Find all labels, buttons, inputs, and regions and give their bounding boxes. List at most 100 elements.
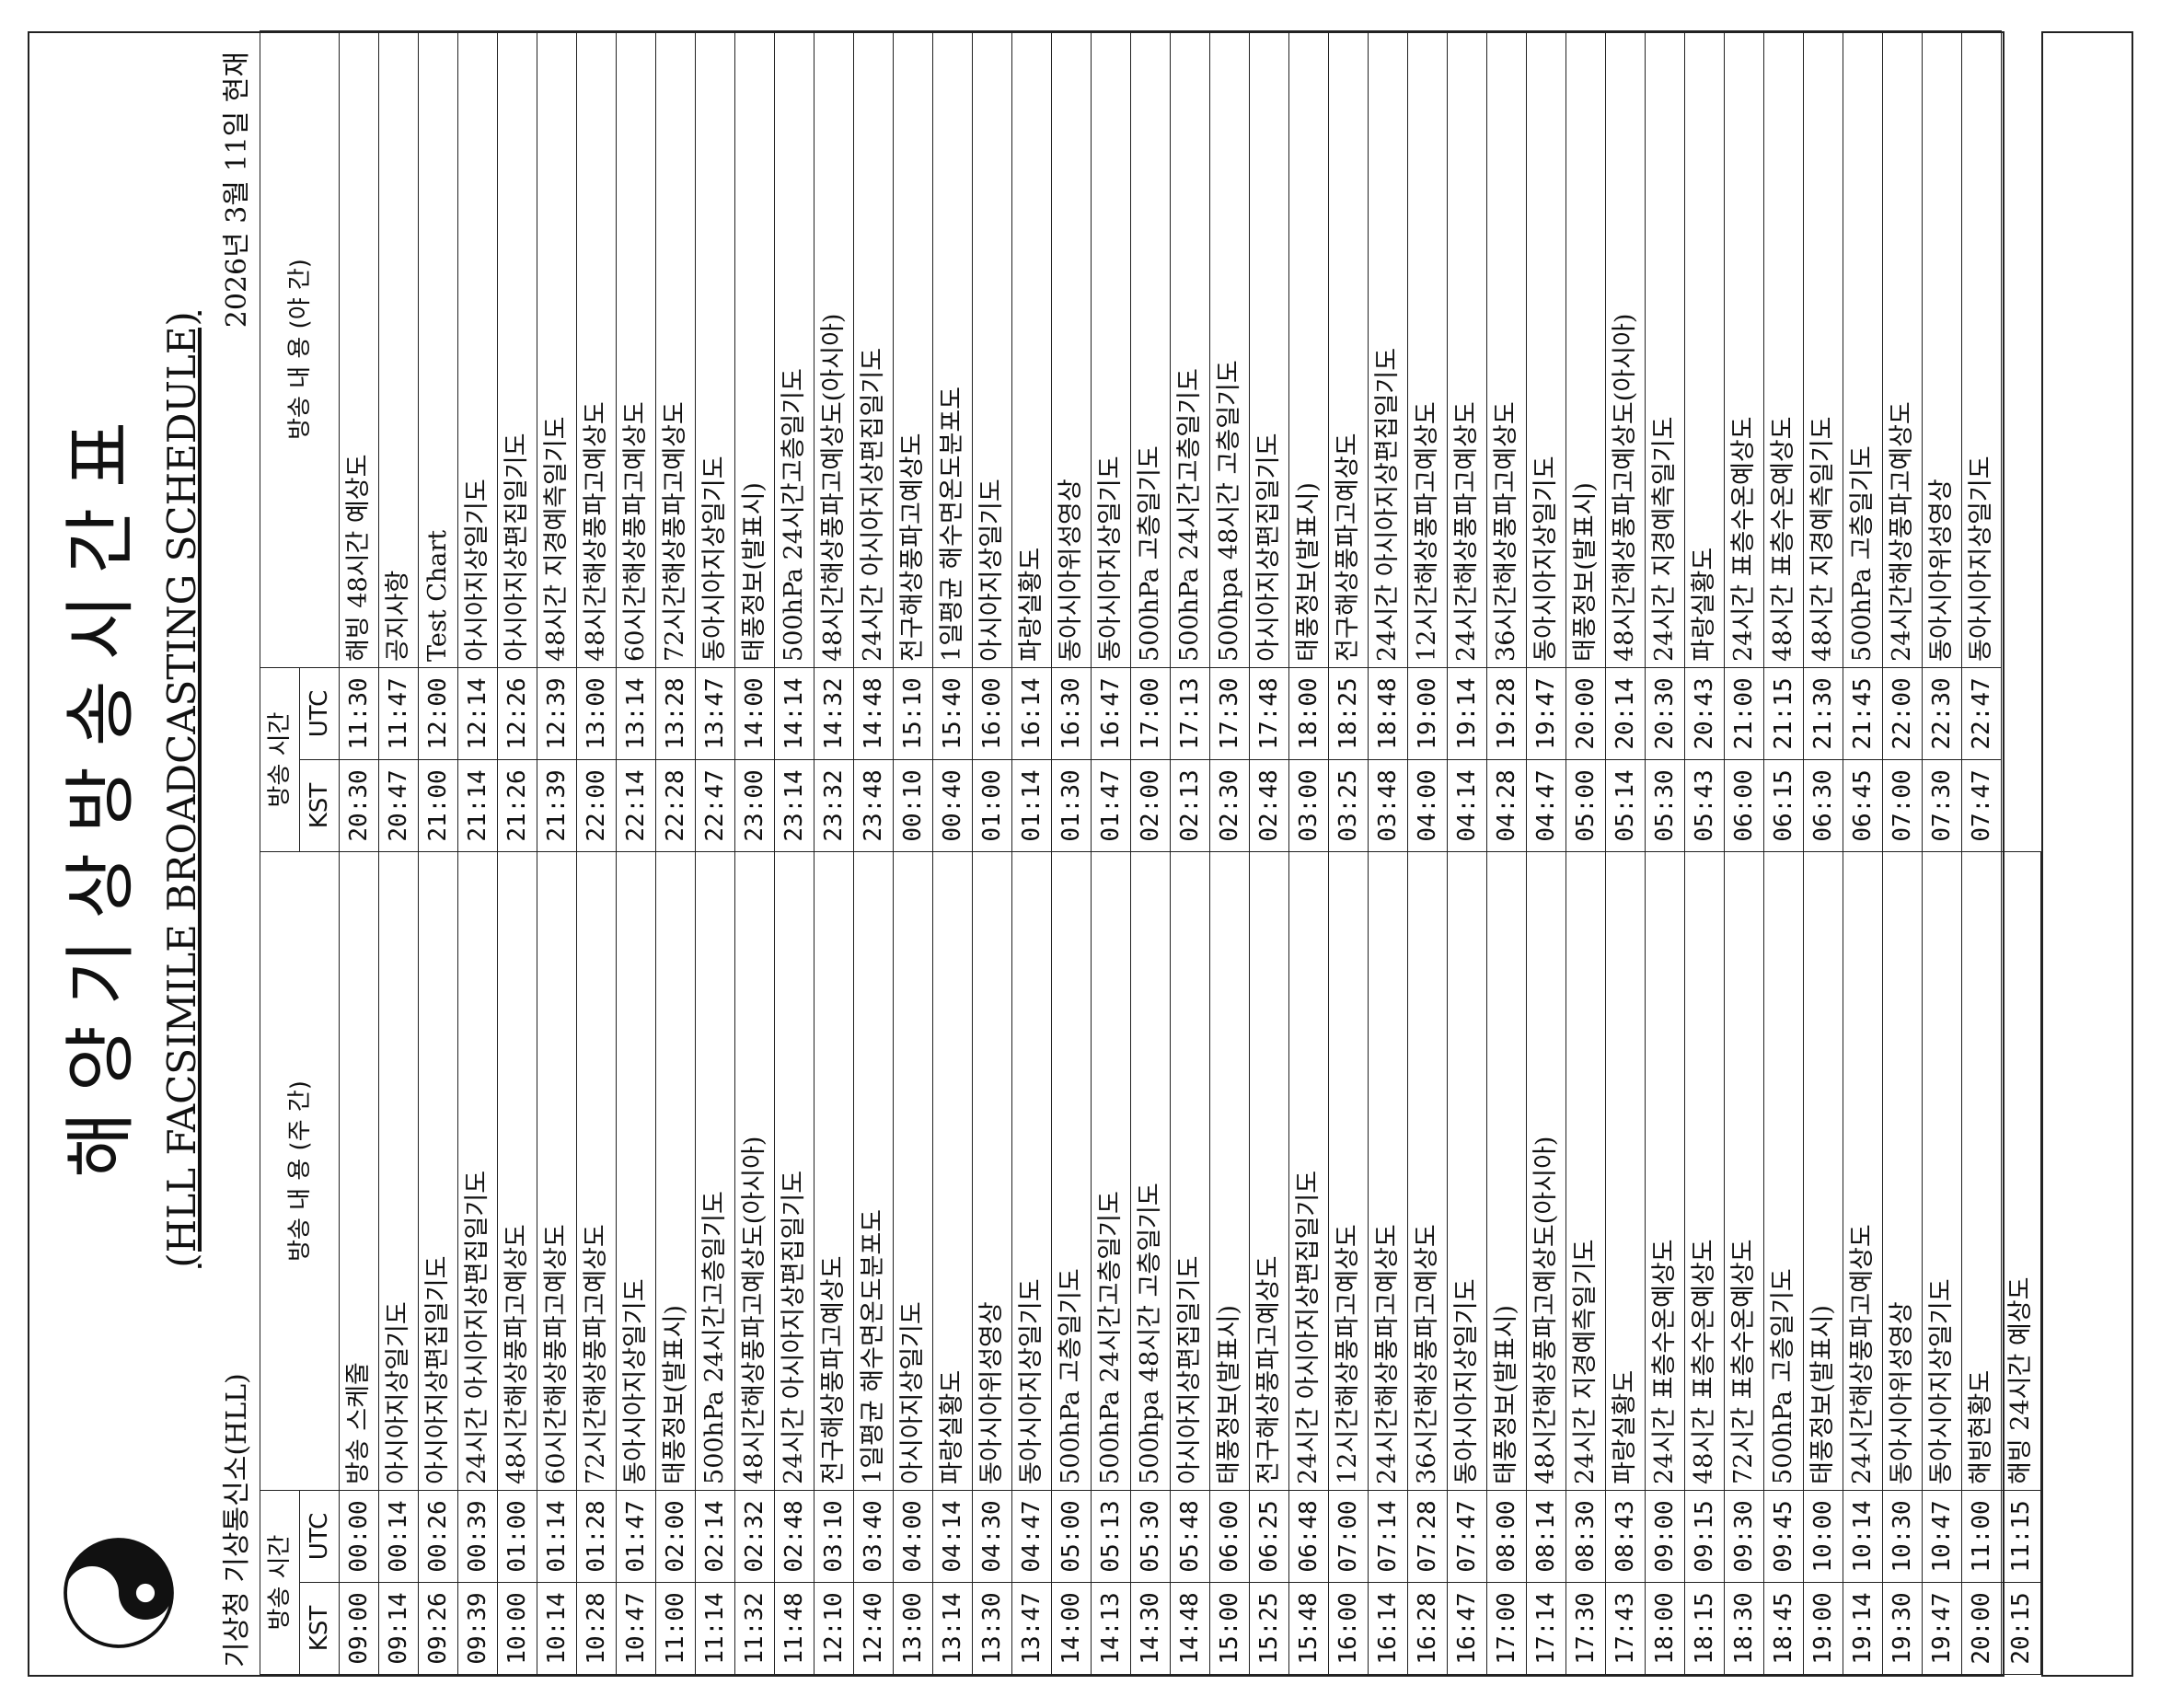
day-kst-cell: 10:28	[576, 1582, 617, 1675]
day-utc-cell: 04:00	[893, 1490, 933, 1583]
day-utc-cell: 02:14	[695, 1490, 735, 1583]
day-kst-cell: 17:14	[1526, 1582, 1566, 1675]
page-title-korean: 해양기상방송시간표	[60, 401, 143, 1178]
night-content-cell: 동아시아지상일기도	[1091, 30, 1131, 668]
day-content-cell: 24시간 아시아지상편집일기도	[457, 851, 498, 1491]
day-utc-cell: 10:47	[1922, 1490, 1962, 1583]
day-table-row: 20:15 11:15 해빙 24시간 예상도	[2001, 851, 2041, 1675]
day-table-row: 15:25 06:25 전구해상풍파고예상도	[1249, 851, 1289, 1675]
night-content-cell: 태풍정보(발표시)	[1288, 30, 1329, 668]
night-utc-cell: 13:28	[655, 667, 696, 760]
night-kst-cell: 03:25	[1328, 759, 1369, 852]
day-content-cell: 전구해상풍파고예상도	[1249, 851, 1289, 1491]
day-utc-cell: 03:40	[853, 1490, 894, 1583]
night-kst-cell: 22:00	[576, 759, 617, 852]
day-content-cell: 동아시아위성영상	[1882, 851, 1923, 1491]
day-utc-cell: 05:48	[1170, 1490, 1210, 1583]
night-content-cell: 500hPa 24시간고층일기도	[1170, 30, 1210, 668]
night-kst-cell: 00:10	[893, 759, 933, 852]
day-table-row: 09:00 00:00 방송 스케줄	[339, 851, 379, 1675]
day-content-cell: 48시간해상풍파고예상도(아시아)	[1526, 851, 1566, 1491]
night-content-cell: 태풍정보(발표시)	[1565, 30, 1606, 668]
day-content-cell: 전구해상풍파고예상도	[814, 851, 854, 1491]
night-utc-cell: 11:30	[339, 667, 379, 760]
night-utc-cell: 12:26	[497, 667, 537, 760]
day-table-row: 10:14 01:14 60시간해상풍파고예상도	[537, 851, 577, 1675]
day-kst-cell: 10:14	[537, 1582, 577, 1675]
night-kst-cell: 03:48	[1368, 759, 1408, 852]
night-kst-cell: 23:14	[774, 759, 814, 852]
night-utc-cell: 16:00	[972, 667, 1012, 760]
night-table-row: 20:47 11:47 공지사항	[378, 30, 419, 852]
day-kst-cell: 16:00	[1328, 1582, 1369, 1675]
night-kst-cell: 06:15	[1763, 759, 1804, 852]
night-utc-cell: 12:00	[418, 667, 458, 760]
night-table-row: 23:00 14:00 태풍정보(발표시)	[734, 30, 775, 852]
night-table-row: 06:45 21:45 500hPa 고층일기도	[1843, 30, 1883, 852]
night-kst-cell: 06:00	[1724, 759, 1764, 852]
night-content-cell: 전구해상풍파고예상도	[893, 30, 933, 668]
night-kst-cell: 02:13	[1170, 759, 1210, 852]
day-content-cell: 72시간해상풍파고예상도	[576, 851, 617, 1491]
day-kst-cell: 14:00	[1051, 1582, 1092, 1675]
day-utc-cell: 02:48	[774, 1490, 814, 1583]
day-table-row: 17:00 08:00 태풍정보(발표시)	[1486, 851, 1527, 1675]
day-utc-cell: 00:26	[418, 1490, 458, 1583]
night-utc-cell: 16:47	[1091, 667, 1131, 760]
night-table-row: 03:25 18:25 전구해상풍파고예상도	[1328, 30, 1369, 852]
night-utc-cell: 17:00	[1130, 667, 1171, 760]
day-time-header: 방송 시간	[260, 1490, 300, 1675]
day-table-row: 15:48 06:48 24시간 아시아지상편집일기도	[1288, 851, 1329, 1675]
night-content-cell: 아시아지상편집일기도	[497, 30, 537, 668]
day-content-cell: 500hPa 24시간고층일기도	[695, 851, 735, 1491]
day-content-cell: 500hpa 48시간 고층일기도	[1130, 851, 1171, 1491]
night-content-cell: 24시간 지경예측일기도	[1645, 30, 1685, 668]
night-utc-cell: 14:32	[814, 667, 854, 760]
day-kst-cell: 12:10	[814, 1582, 854, 1675]
night-table-row: 04:47 19:47 동아시아지상일기도	[1526, 30, 1566, 852]
night-kst-cell: 02:30	[1209, 759, 1250, 852]
night-utc-cell: 19:14	[1447, 667, 1487, 760]
night-content-cell: 48시간 표층수온예상도	[1763, 30, 1804, 668]
day-kst-cell: 12:40	[853, 1582, 894, 1675]
day-content-cell: 해빙현황도	[1961, 851, 2002, 1491]
day-content-cell: 동아시아지상일기도	[1011, 851, 1052, 1491]
night-utc-cell: 21:30	[1803, 667, 1843, 760]
day-kst-cell: 13:47	[1011, 1582, 1052, 1675]
night-content-cell: 태풍정보(발표시)	[734, 30, 775, 668]
night-utc-cell: 18:48	[1368, 667, 1408, 760]
day-schedule-table: 방송 시간 방송 내 용 (주 간) KST UTC 09:00 00:00 방송 …	[260, 851, 2041, 1675]
night-kst-cell: 01:14	[1011, 759, 1052, 852]
day-table-row: 16:28 07:28 36시간해상풍파고예상도	[1407, 851, 1448, 1675]
day-utc-cell: 10:30	[1882, 1490, 1923, 1583]
night-utc-cell: 21:45	[1843, 667, 1883, 760]
night-table-row: 06:15 21:15 48시간 표층수온예상도	[1763, 30, 1804, 852]
day-utc-cell: 09:30	[1724, 1490, 1764, 1583]
day-utc-cell: 11:00	[1961, 1490, 2002, 1583]
night-kst-cell: 21:14	[457, 759, 498, 852]
kma-logo-icon	[64, 1538, 174, 1648]
as-of-date: 2026년 3월 11일 현재	[221, 52, 253, 329]
day-table-row: 09:26 00:26 아시아지상편집일기도	[418, 851, 458, 1675]
day-utc-cell: 07:47	[1447, 1490, 1487, 1583]
day-kst-cell: 09:00	[339, 1582, 379, 1675]
day-table-row: 19:47 10:47 동아시아지상일기도	[1922, 851, 1962, 1675]
day-table-row: 15:00 06:00 태풍정보(발표시)	[1209, 851, 1250, 1675]
night-content-cell: 아시아지상일기도	[972, 30, 1012, 668]
day-content-cell: 동아시아위성영상	[972, 851, 1012, 1491]
day-kst-cell: 14:30	[1130, 1582, 1171, 1675]
night-utc-cell: 20:14	[1605, 667, 1646, 760]
night-content-cell: 공지사항	[378, 30, 419, 668]
day-table-row: 16:14 07:14 24시간해상풍파고예상도	[1368, 851, 1408, 1675]
night-table-row: 21:26 12:26 아시아지상편집일기도	[497, 30, 537, 852]
night-kst-cell: 21:39	[537, 759, 577, 852]
night-content-cell: 1일평균 해수면온도분포도	[932, 30, 973, 668]
night-kst-cell: 23:00	[734, 759, 775, 852]
night-kst-cell: 05:43	[1684, 759, 1725, 852]
night-kst-cell: 22:47	[695, 759, 735, 852]
day-utc-cell: 09:00	[1645, 1490, 1685, 1583]
night-utc-cell: 13:00	[576, 667, 617, 760]
day-kst-cell: 10:47	[616, 1582, 656, 1675]
night-kst-cell: 05:00	[1565, 759, 1606, 852]
